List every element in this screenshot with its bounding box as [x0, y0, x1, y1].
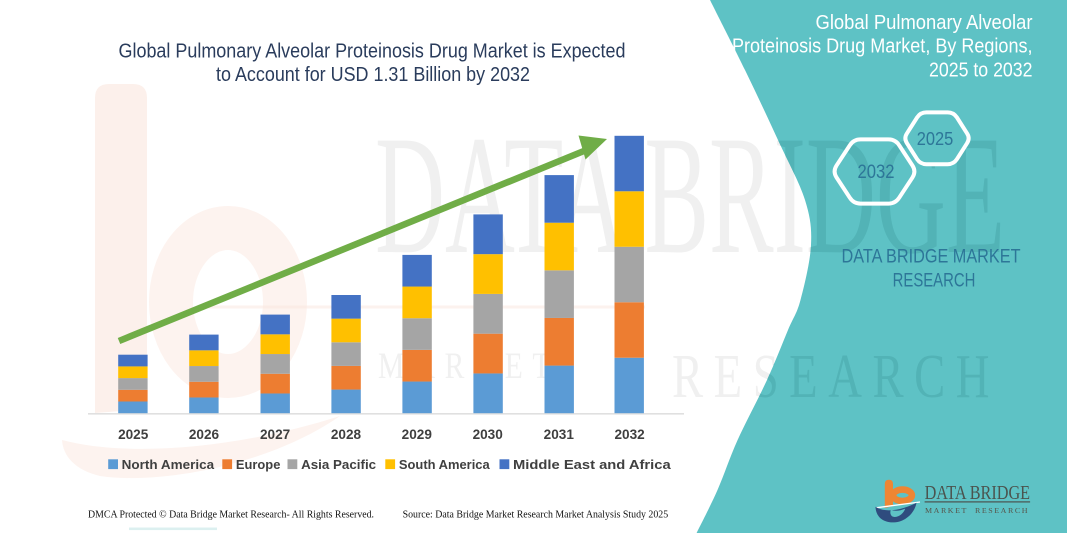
svg-text:Asia Pacific: Asia Pacific [301, 457, 376, 472]
svg-text:North America: North America [122, 457, 215, 472]
svg-text:DMCA Protected © Data Bridge M: DMCA Protected © Data Bridge Market Rese… [88, 509, 374, 521]
svg-text:2025: 2025 [917, 129, 954, 149]
svg-text:Proteinosis Drug Market, By Re: Proteinosis Drug Market, By Regions, [732, 36, 1033, 58]
svg-text:2030: 2030 [473, 427, 503, 442]
svg-text:RESEARCH: RESEARCH [893, 270, 976, 291]
svg-text:2026: 2026 [189, 427, 220, 442]
svg-text:2028: 2028 [331, 427, 362, 442]
svg-text:2031: 2031 [544, 427, 575, 442]
svg-text:2029: 2029 [402, 427, 433, 442]
svg-text:DATA BRIDGE MARKET: DATA BRIDGE MARKET [842, 247, 1021, 268]
svg-text:2032: 2032 [858, 162, 895, 183]
svg-text:Global Pulmonary Alveolar: Global Pulmonary Alveolar [816, 12, 1033, 34]
svg-text:to Account for USD 1.31 Billio: to Account for USD 1.31 Billion by 2032 [216, 63, 530, 86]
svg-text:Source: Data Bridge Market Res: Source: Data Bridge Market Research Mark… [403, 509, 669, 521]
svg-text:Middle East and Africa: Middle East and Africa [513, 457, 671, 472]
svg-text:2025: 2025 [118, 427, 149, 442]
svg-text:2027: 2027 [260, 427, 290, 442]
svg-text:2025 to 2032: 2025 to 2032 [929, 60, 1033, 82]
svg-text:DATA BRIDGE: DATA BRIDGE [925, 483, 1031, 504]
svg-text:Global Pulmonary Alveolar Prot: Global Pulmonary Alveolar Proteinosis Dr… [119, 40, 626, 63]
svg-text:South America: South America [399, 457, 490, 472]
svg-text:2032: 2032 [614, 427, 645, 442]
svg-text:MARKET RESEARCH: MARKET RESEARCH [925, 506, 1029, 515]
svg-text:Europe: Europe [236, 457, 281, 472]
